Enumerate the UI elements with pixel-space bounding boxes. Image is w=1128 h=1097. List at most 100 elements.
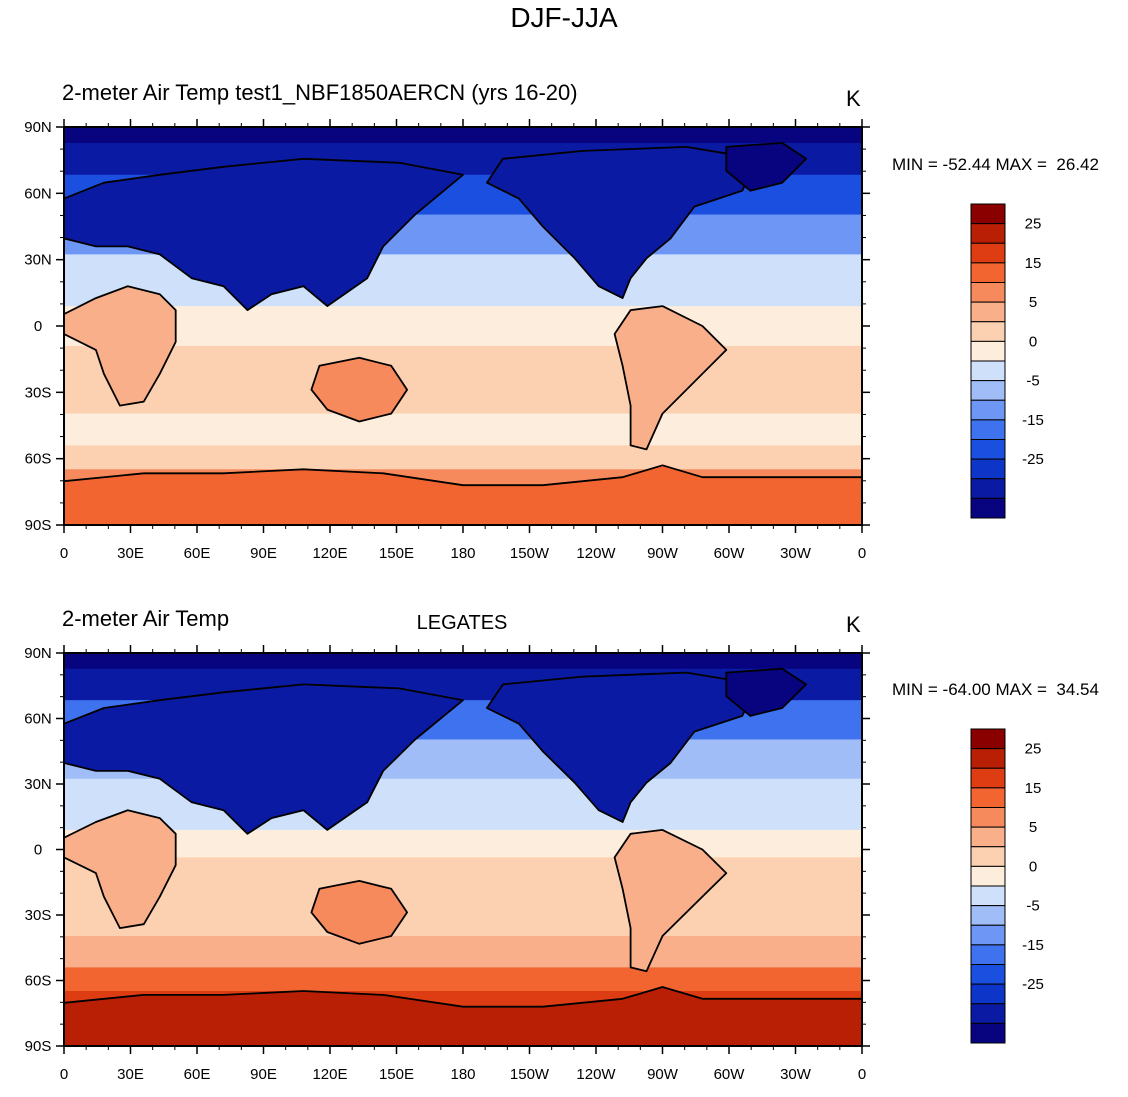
lat-label: 90N [24, 119, 52, 136]
map-field [64, 127, 862, 525]
temp-band [64, 413, 862, 447]
colorbar-label: 25 [1025, 216, 1042, 233]
lon-label: 120E [312, 545, 347, 562]
colorbar-box [970, 964, 1006, 985]
colorbar-label: 15 [1025, 255, 1042, 272]
colorbar-box [970, 748, 1006, 769]
panel-units: K [846, 86, 861, 111]
continent-samerica [613, 829, 728, 973]
lon-label: 180 [450, 545, 475, 562]
continent-australia [310, 356, 409, 423]
continent-eurasia [64, 683, 464, 835]
colorbar-label: 5 [1029, 819, 1037, 836]
min-label: MIN = -52.44 [892, 155, 991, 174]
continent-eurasia [64, 157, 464, 312]
lon-label: 0 [858, 1066, 866, 1083]
map-panel-2: 90N 60N 30N 0 30S 60S 90S 0 30E 60E 90E 120E 150E 180… [24, 645, 1044, 1083]
lon-label: 30W [780, 545, 812, 562]
colorbar-box [970, 787, 1006, 808]
continent-australia [310, 880, 409, 945]
colorbar-box [970, 826, 1006, 848]
temp-band [64, 653, 862, 670]
lon-label: 120W [576, 1066, 616, 1083]
colorbar-label: -25 [1022, 976, 1044, 993]
colorbar-label: 0 [1029, 333, 1037, 350]
panel-center-title: LEGATES [416, 612, 508, 634]
continent-namerica [485, 671, 760, 823]
colorbar-box [970, 944, 1006, 965]
continent-greenland [725, 141, 807, 192]
colorbar-box [970, 439, 1006, 460]
colorbar-label: -5 [1026, 898, 1039, 915]
colorbar: 25 15 5 0 -5 -15 -25 [970, 728, 1044, 1044]
colorbar-box [970, 262, 1006, 283]
colorbar-box [970, 223, 1006, 244]
lon-label: 0 [858, 545, 866, 562]
temp-band [64, 127, 862, 144]
colorbar-label: 25 [1025, 741, 1042, 758]
colorbar-label: 0 [1029, 858, 1037, 875]
colorbar-box [970, 1022, 1006, 1044]
continent-greenland [725, 667, 807, 717]
colorbar-box [970, 807, 1006, 828]
lat-label: 60S [25, 973, 52, 990]
temp-band [64, 445, 862, 471]
lon-label: 0 [60, 545, 68, 562]
temp-band [64, 967, 862, 992]
lon-label: 30W [780, 1066, 812, 1083]
colorbar-box [970, 728, 1006, 750]
colorbar: 25 15 5 0 -5 -15 -25 [970, 203, 1044, 519]
colorbar-label: -5 [1026, 373, 1039, 390]
continent-africa [64, 809, 177, 929]
colorbar-label: -15 [1022, 937, 1044, 954]
panel-left-title: 2-meter Air Temp [62, 606, 230, 631]
lon-label: 150W [510, 1066, 550, 1083]
lat-label: 30N [24, 776, 52, 793]
lat-label: 60N [24, 711, 52, 728]
lon-label: 30E [117, 1066, 144, 1083]
colorbar-label: -15 [1022, 412, 1044, 429]
lon-label: 60W [714, 1066, 746, 1083]
lon-label: 120W [576, 545, 616, 562]
lat-label: 60S [25, 451, 52, 468]
lat-label: 0 [34, 318, 42, 335]
temp-band [64, 935, 862, 969]
colorbar-box [970, 380, 1006, 401]
colorbar-box [970, 983, 1006, 1005]
colorbar-label: -25 [1022, 451, 1044, 468]
continent-namerica [485, 145, 760, 300]
lon-label: 150E [379, 545, 414, 562]
colorbar-box [970, 497, 1006, 519]
colorbar-box [970, 242, 1006, 264]
lon-label: 60E [184, 545, 211, 562]
colorbar-box [970, 321, 1006, 342]
colorbar-box [970, 340, 1006, 362]
continent-samerica [613, 305, 728, 451]
colorbar-box [970, 360, 1006, 382]
lon-label: 180 [450, 1066, 475, 1083]
map-panel-1: 90N 60N 30N 0 30S 60S 90S 0 30E 60E 90E 120E 150E 180… [24, 119, 1044, 562]
lon-label: 150W [510, 545, 550, 562]
lat-label: 90S [25, 1038, 52, 1055]
temp-band [64, 345, 862, 415]
lat-label: 90N [24, 645, 52, 662]
temp-band [64, 857, 862, 937]
colorbar-box [970, 865, 1006, 887]
temp-band [64, 306, 862, 347]
lon-label: 90W [647, 1066, 679, 1083]
lon-label: 90E [250, 1066, 277, 1083]
max-label: MAX = 26.42 [995, 155, 1099, 174]
lon-label: 30E [117, 545, 144, 562]
max-label: MAX = 34.54 [995, 680, 1099, 699]
temp-band [64, 829, 862, 859]
lon-label: 0 [60, 1066, 68, 1083]
lat-label: 90S [25, 517, 52, 534]
lon-label: 120E [312, 1066, 347, 1083]
lat-label: 60N [24, 185, 52, 202]
colorbar-box [970, 301, 1006, 323]
panel-model: 2-meter Air Temp test1_NBF1850AERCN (yrs… [0, 0, 1128, 520]
map-field [64, 653, 862, 1046]
colorbar-box [970, 767, 1006, 789]
lat-label: 30N [24, 252, 52, 269]
lon-label: 150E [379, 1066, 414, 1083]
